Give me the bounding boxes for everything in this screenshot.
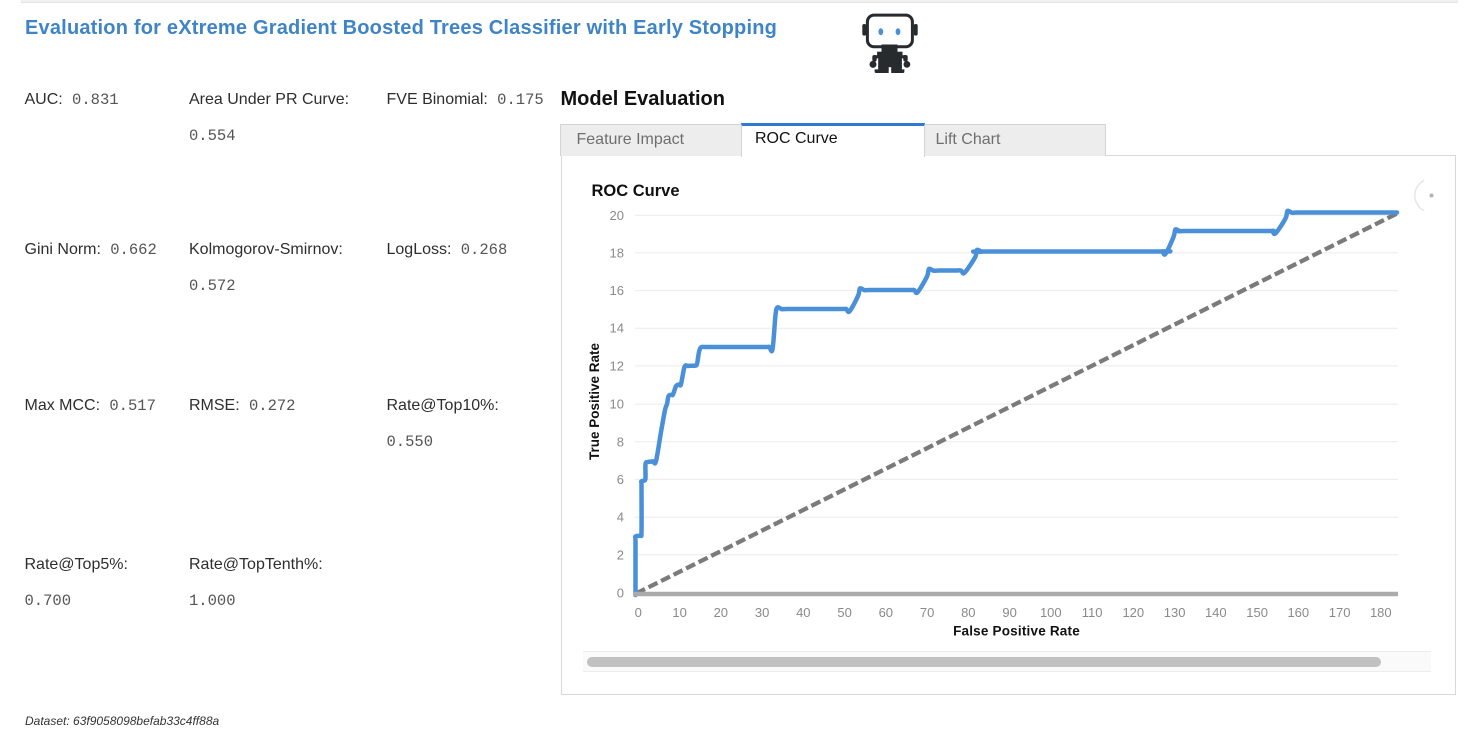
svg-text:0: 0 (617, 586, 624, 601)
svg-text:150: 150 (1246, 605, 1268, 620)
svg-text:2: 2 (617, 547, 624, 562)
svg-text:50: 50 (837, 605, 851, 620)
svg-text:10: 10 (672, 605, 686, 620)
svg-text:30: 30 (755, 605, 769, 620)
svg-text:110: 110 (1082, 605, 1103, 620)
svg-text:120: 120 (1122, 605, 1144, 620)
svg-text:80: 80 (961, 605, 975, 620)
svg-text:140: 140 (1205, 605, 1227, 620)
svg-text:130: 130 (1164, 605, 1186, 620)
svg-text:8: 8 (617, 434, 624, 449)
svg-text:20: 20 (714, 605, 728, 620)
svg-text:18: 18 (610, 245, 624, 260)
svg-text:6: 6 (617, 472, 624, 487)
svg-text:14: 14 (610, 321, 624, 336)
svg-text:12: 12 (610, 358, 624, 373)
svg-text:90: 90 (1002, 605, 1016, 620)
svg-text:60: 60 (879, 605, 893, 620)
svg-text:40: 40 (796, 605, 810, 620)
svg-text:10: 10 (610, 397, 624, 412)
svg-text:16: 16 (610, 283, 624, 298)
svg-text:True Positive Rate: True Positive Rate (587, 342, 602, 460)
svg-text:0: 0 (635, 605, 642, 620)
svg-text:ROC Curve: ROC Curve (592, 182, 680, 200)
svg-text:False Positive Rate: False Positive Rate (953, 624, 1080, 639)
svg-text:180: 180 (1370, 605, 1392, 620)
svg-text:100: 100 (1040, 605, 1062, 620)
svg-text:4: 4 (617, 510, 624, 525)
svg-text:170: 170 (1329, 605, 1351, 620)
svg-text:20: 20 (610, 208, 624, 223)
svg-text:160: 160 (1287, 605, 1309, 620)
svg-text:70: 70 (920, 605, 934, 620)
